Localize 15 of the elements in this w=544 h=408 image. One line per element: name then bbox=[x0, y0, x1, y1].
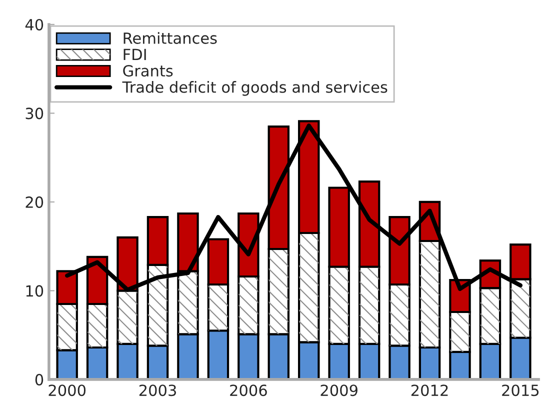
legend-label: Grants bbox=[123, 65, 173, 77]
x-tick-label: 2015 bbox=[502, 384, 539, 396]
y-tick-label: 30 bbox=[26, 108, 44, 120]
y-tick-label: 0 bbox=[35, 374, 44, 386]
legend-label: Remittances bbox=[124, 32, 217, 44]
legend-label: Trade deficit of goods and services bbox=[122, 81, 388, 96]
x-tick-label: 2009 bbox=[320, 384, 358, 396]
x-tick-label: 2000 bbox=[48, 384, 86, 396]
y-tick-label: 10 bbox=[26, 285, 44, 297]
y-tick-label: 20 bbox=[26, 196, 44, 208]
x-tick-label: 2003 bbox=[139, 384, 176, 396]
legend-label: FDI bbox=[124, 48, 146, 60]
y-tick-label: 40 bbox=[25, 18, 44, 30]
x-tick-label: 2012 bbox=[411, 384, 448, 396]
x-tick-label: 2006 bbox=[230, 384, 267, 396]
